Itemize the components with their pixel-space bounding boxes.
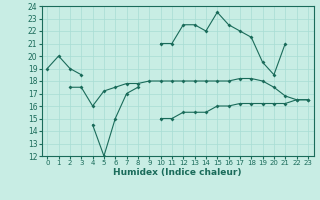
X-axis label: Humidex (Indice chaleur): Humidex (Indice chaleur) [113,168,242,177]
